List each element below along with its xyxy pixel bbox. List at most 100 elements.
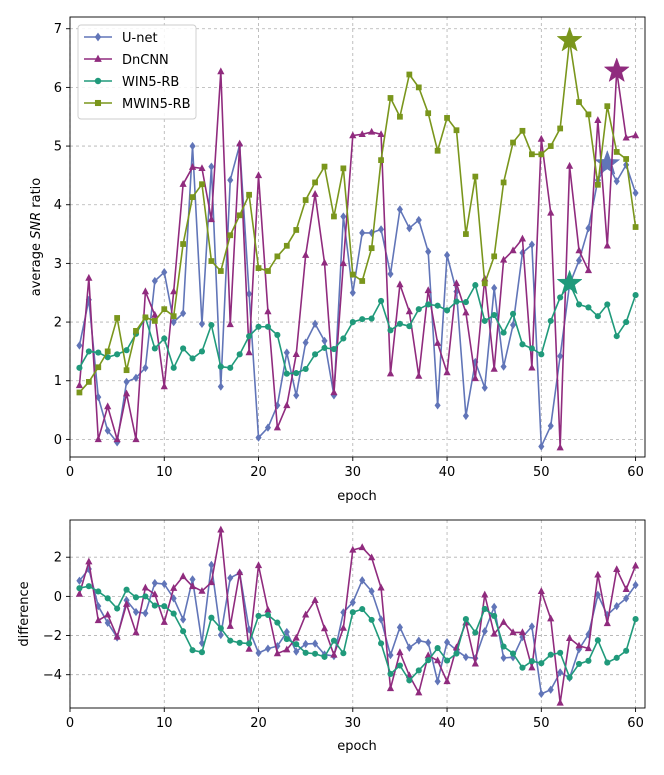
data-point-win5-rb [208, 614, 215, 621]
data-point-dncnn [254, 561, 263, 569]
data-point-win5-rb [95, 349, 102, 356]
y-tick-label: 2 [54, 316, 62, 331]
x-tick-label: 0 [66, 716, 74, 731]
data-point-dncnn [349, 131, 357, 139]
y-tick-label: 2 [54, 551, 62, 566]
data-point-u-net [255, 433, 262, 442]
data-point-win5-rb [547, 317, 554, 324]
best-epoch-star-mwin5-rb [556, 26, 583, 52]
data-point-dncnn [443, 677, 451, 685]
data-point-win5-rb [246, 333, 253, 340]
x-tick-label: 10 [156, 716, 173, 731]
x-tick-label: 20 [250, 716, 267, 731]
legend: U-net DnCNN WIN5-RB MWIN5-RB [77, 24, 197, 120]
data-point-win5-rb [481, 605, 488, 612]
data-point-win5-rb [585, 304, 592, 311]
data-point-u-net [378, 225, 385, 234]
x-tick-label: 40 [439, 716, 456, 731]
data-point-win5-rb [613, 333, 620, 340]
data-point-u-net [198, 319, 206, 328]
data-point-dncnn [273, 423, 281, 431]
data-point-win5-rb [378, 640, 385, 647]
data-point-dncnn [94, 616, 102, 624]
data-point-mwin5-rb [500, 179, 507, 186]
data-point-dncnn [405, 307, 413, 315]
data-point-win5-rb [406, 677, 413, 684]
data-point-u-net [491, 283, 498, 293]
data-point-u-net [613, 177, 620, 186]
data-point-u-net [632, 580, 639, 590]
top-y-label-suffix: ratio [29, 178, 44, 212]
data-point-win5-rb [227, 364, 234, 371]
data-point-mwin5-rb [142, 314, 149, 321]
data-point-win5-rb [76, 585, 83, 592]
x-tick-label: 20 [250, 465, 267, 480]
data-point-u-net [575, 256, 583, 265]
data-point-u-net [189, 575, 196, 584]
x-tick-label: 50 [533, 716, 550, 731]
data-point-dncnn [358, 543, 366, 551]
data-point-mwin5-rb [453, 127, 460, 134]
data-point-u-net [312, 639, 319, 648]
data-point-dncnn [368, 553, 376, 561]
top-x-axis-label: epoch [337, 489, 377, 504]
data-point-dncnn [311, 190, 319, 197]
data-point-dncnn [565, 634, 574, 641]
data-point-mwin5-rb [151, 318, 158, 324]
data-point-mwin5-rb [104, 348, 111, 355]
legend-item-u-net: U-net [84, 31, 158, 46]
data-point-mwin5-rb [283, 242, 290, 249]
data-point-dncnn [320, 624, 329, 632]
data-point-dncnn [339, 623, 347, 631]
data-point-win5-rb [387, 327, 394, 334]
data-point-win5-rb [180, 345, 187, 352]
data-point-u-net [217, 630, 224, 640]
data-point-u-net [95, 393, 102, 402]
data-point-u-net [491, 602, 498, 612]
best-epoch-star-dncnn [603, 57, 630, 83]
data-point-u-net [585, 224, 592, 233]
data-point-win5-rb [406, 323, 413, 330]
data-point-win5-rb [378, 297, 385, 305]
data-point-dncnn [141, 287, 150, 295]
data-point-u-net [359, 228, 366, 238]
data-point-win5-rb [623, 319, 630, 326]
bottom-series-layer [75, 525, 640, 706]
series-dncnn [75, 525, 640, 706]
data-point-dncnn [122, 389, 131, 397]
y-tick-label: 0 [54, 433, 62, 448]
data-point-u-net [208, 162, 215, 171]
data-point-dncnn [283, 401, 291, 409]
data-point-win5-rb [198, 348, 206, 355]
data-point-win5-rb [76, 364, 83, 371]
data-point-dncnn [198, 586, 206, 594]
data-point-win5-rb [500, 643, 507, 650]
data-point-dncnn [443, 368, 451, 376]
data-point-dncnn [603, 619, 611, 627]
data-point-dncnn [434, 339, 442, 346]
data-point-dncnn [283, 645, 291, 653]
data-point-u-net [632, 188, 639, 198]
series-line-dncnn [78, 528, 637, 704]
data-point-dncnn [631, 561, 640, 569]
data-point-dncnn [349, 545, 357, 553]
data-point-win5-rb [557, 649, 564, 656]
data-point-win5-rb [462, 616, 469, 623]
data-point-dncnn [415, 371, 423, 379]
data-point-win5-rb [585, 657, 592, 664]
data-point-win5-rb [500, 329, 507, 336]
data-point-dncnn [518, 234, 527, 242]
data-point-dncnn [434, 656, 442, 664]
x-tick-label: 30 [345, 465, 362, 480]
data-point-u-net [180, 615, 187, 624]
data-point-win5-rb [321, 653, 328, 660]
data-point-win5-rb [95, 588, 102, 595]
data-point-win5-rb [151, 345, 158, 352]
data-point-win5-rb [217, 363, 224, 370]
data-point-u-net [415, 215, 422, 225]
data-point-win5-rb [85, 583, 92, 590]
data-point-dncnn [584, 644, 593, 652]
data-point-u-net [349, 288, 356, 297]
data-point-u-net [142, 609, 149, 618]
data-point-win5-rb [538, 660, 545, 667]
